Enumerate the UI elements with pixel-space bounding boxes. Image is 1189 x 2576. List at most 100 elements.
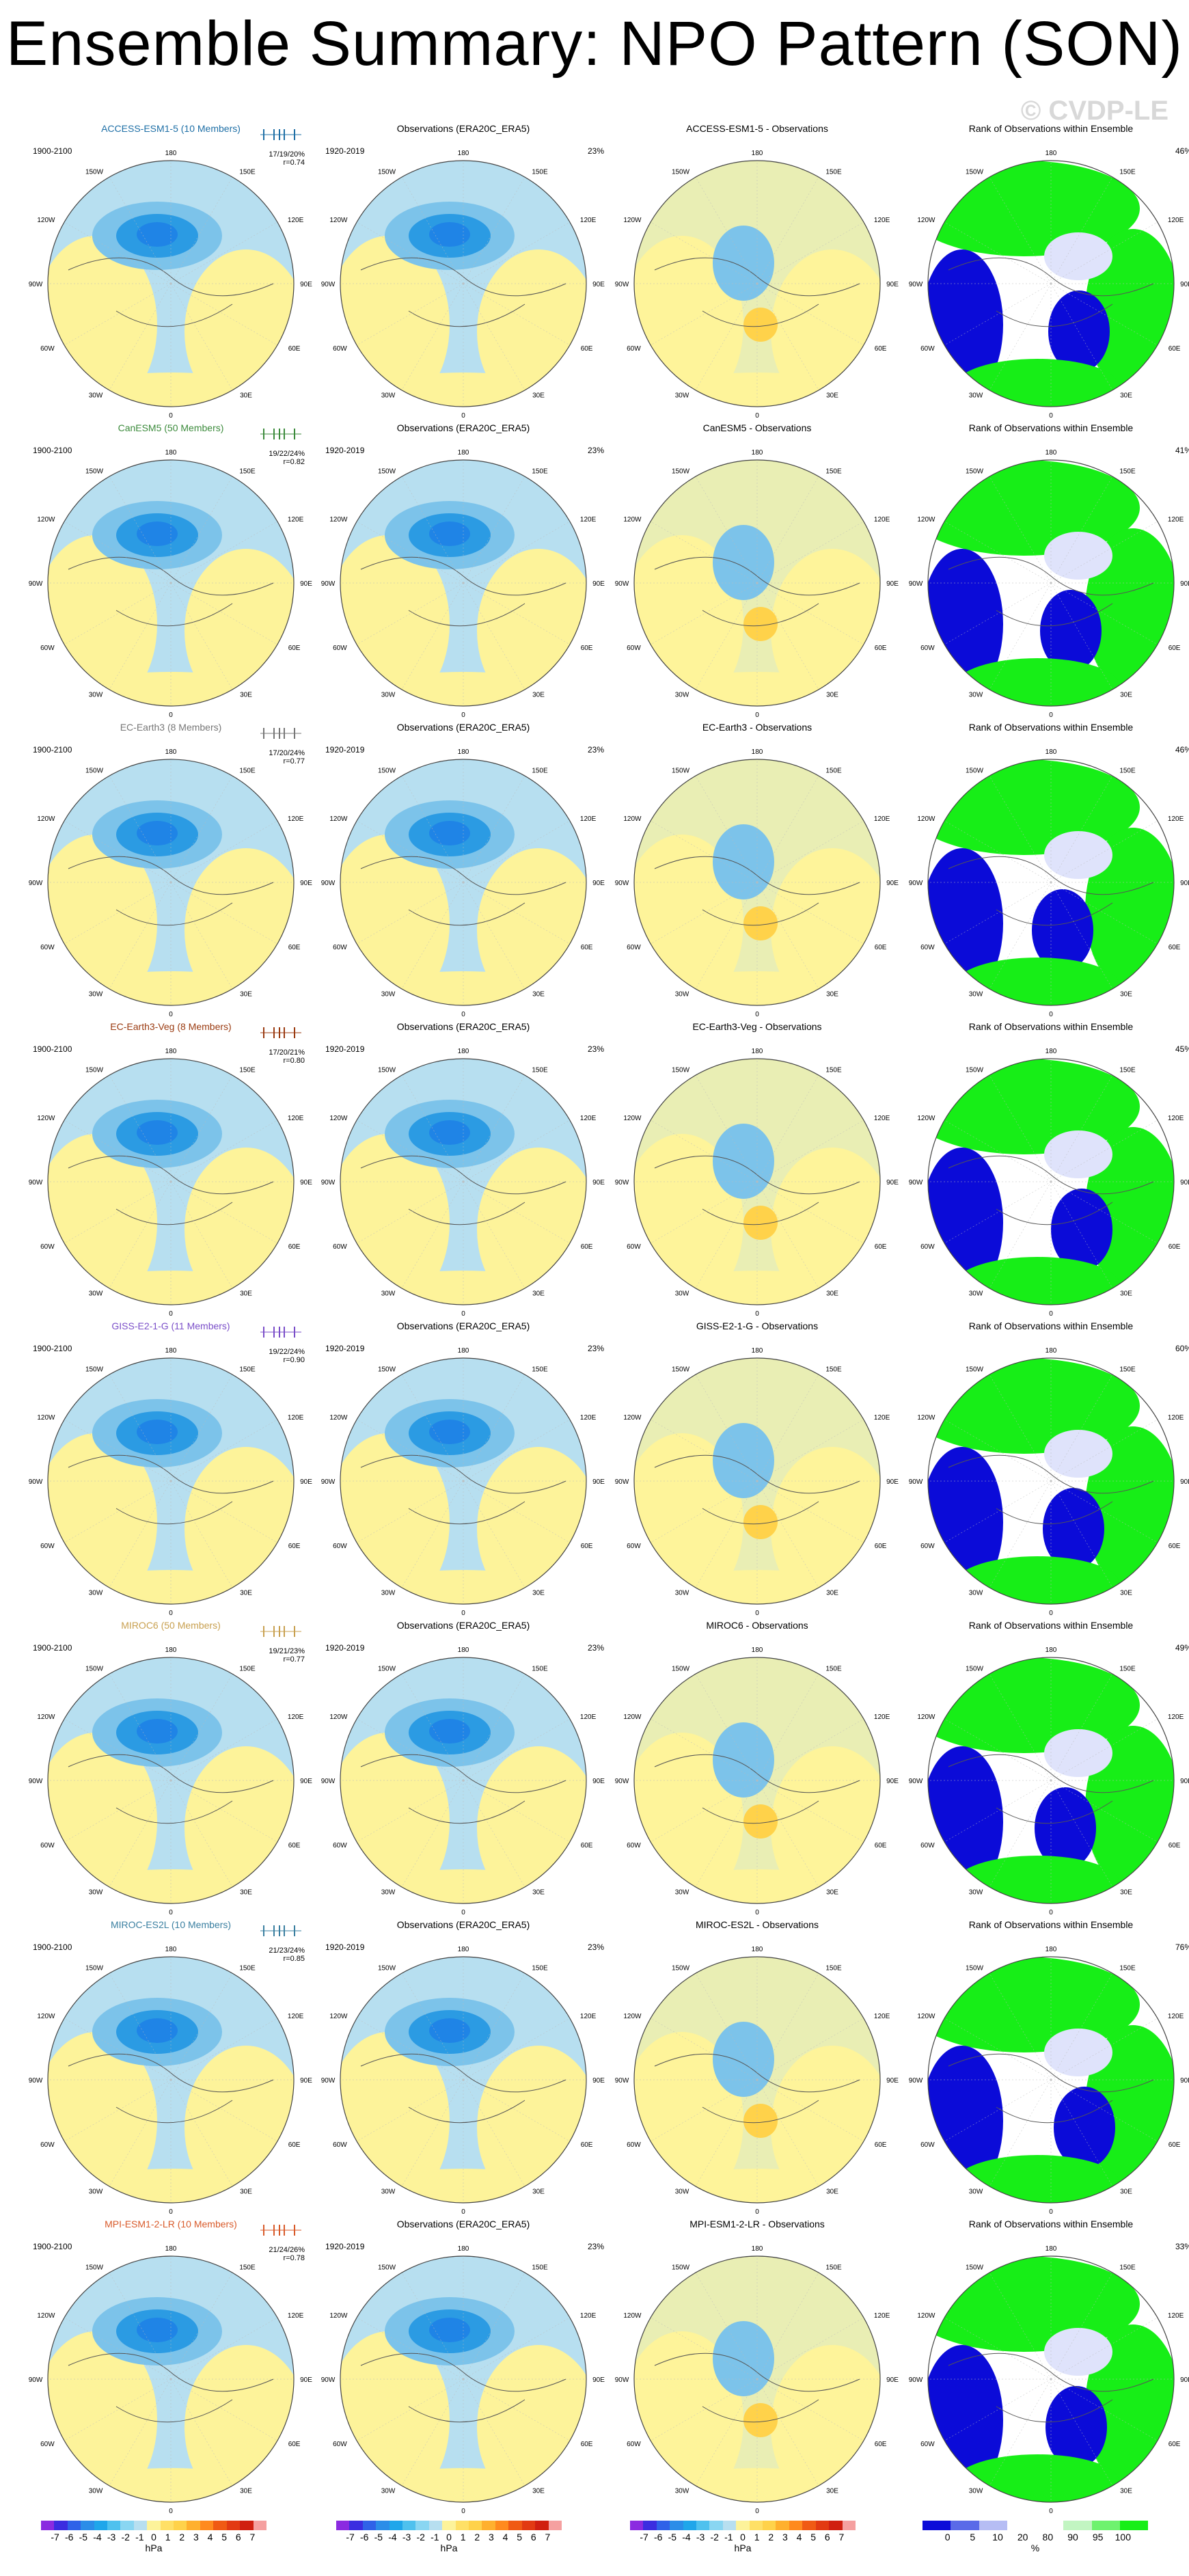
colorbar-tick: 7	[545, 2532, 551, 2543]
model-map-panel: GISS-E2-1-G (11 Members) 1900-2100 19/22/2…	[27, 1320, 314, 1621]
colorbar-tick: 0	[944, 2532, 951, 2543]
longitude-label: 90E	[1180, 1778, 1189, 1785]
whisker-plot	[260, 129, 301, 140]
longitude-label: 30E	[240, 2488, 252, 2495]
rank-map: 180 150W 150E 120W 120E 90W 90E 60W 60E 30W 30E 0	[909, 2245, 1189, 2515]
polar-stereographic-map: 180 150W 150E 120W 120E 90W 90E 60W 60E 30W 30E 0	[29, 2245, 313, 2515]
colorbar-unit: %	[1030, 2543, 1040, 2553]
polar-stereographic-map: 180 150W 150E 120W 120E 90W 90E 60W 60E 30W 30E 0	[321, 2245, 605, 2515]
longitude-label: 90W	[29, 1478, 43, 1486]
longitude-label: 120E	[1168, 2013, 1184, 2020]
colorbar-swatch	[1091, 2521, 1120, 2530]
longitude-label: 150W	[672, 168, 690, 176]
polar-stereographic-map: 180 150W 150E 120W 120E 90W 90E 60W 60E 30W 30E 0	[321, 1946, 605, 2216]
longitude-label: 120E	[1168, 815, 1184, 823]
colorbar-swatch	[521, 2521, 536, 2530]
colorbar-swatch	[670, 2521, 683, 2530]
longitude-label: 90E	[300, 880, 312, 887]
year-range: 1900-2100	[33, 446, 72, 455]
negative-anomaly	[713, 2022, 774, 2097]
map-border	[47, 1357, 295, 1605]
longitude-label: 120E	[580, 2013, 597, 2020]
longitude-label: 180	[458, 449, 469, 457]
longitude-label: 60W	[627, 2441, 641, 2448]
longitude-label: 30E	[532, 1290, 545, 1298]
longitude-label: 180	[1046, 748, 1057, 756]
longitude-label: 90E	[300, 2077, 312, 2085]
longitude-label: 90W	[615, 1179, 629, 1187]
longitude-label: 60E	[875, 944, 887, 951]
longitude-label: 30W	[89, 991, 103, 999]
longitude-label: 150E	[825, 2264, 842, 2271]
rank-map: 180 150W 150E 120W 120E 90W 90E 60W 60E 30W 30E 0	[909, 1646, 1189, 1916]
longitude-label: 120E	[874, 1115, 890, 1122]
obs-map-panel: Observations (ERA20C_ERA5) 1920-2019 23% 18…	[320, 123, 607, 424]
rank-map: 180 150W 150E 120W 120E 90W 90E 60W 60E 30W 30E 0	[909, 449, 1189, 719]
longitude-label: 90E	[592, 1478, 605, 1486]
longitude-label: 90E	[1180, 2376, 1189, 2384]
colorbar-unit: hPa	[440, 2543, 458, 2553]
longitude-label: 30W	[969, 991, 983, 999]
longitude-label: 30E	[532, 2488, 545, 2495]
diff-map-panel: MIROC-ES2L - Observations 180 150W 150E 120W…	[614, 1919, 901, 2220]
longitude-label: 150E	[532, 767, 548, 774]
longitude-label: 0	[1049, 1909, 1053, 1916]
ensemble-stats: 17/20/24% r=0.77	[269, 749, 305, 765]
longitude-label: 150E	[1119, 2264, 1136, 2271]
colorbar-tick: 1	[460, 2532, 466, 2543]
longitude-label: 0	[461, 1011, 465, 1018]
page-title: Ensemble Summary: NPO Pattern (SON)	[5, 9, 1184, 79]
longitude-label: 150E	[532, 2264, 548, 2271]
longitude-label: 90W	[321, 880, 336, 887]
panel-title: CanESM5 - Observations	[702, 422, 812, 433]
colorbar-swatch	[696, 2521, 710, 2530]
diff-map-panel: EC-Earth3-Veg - Observations 180 150W 150E 1…	[614, 1021, 901, 1322]
polar-stereographic-map: 180 150W 150E 120W 120E 90W 90E 60W 60E 30W 30E 0	[29, 748, 313, 1018]
panel-title: ACCESS-ESM1-5 (10 Members)	[101, 123, 241, 134]
longitude-label: 60W	[627, 1842, 641, 1849]
longitude-label: 120W	[329, 815, 348, 823]
longitude-label: 180	[165, 150, 177, 157]
colorbar-swatch	[67, 2521, 81, 2530]
longitude-label: 120E	[874, 2312, 890, 2320]
longitude-label: 30W	[969, 1290, 983, 1298]
longitude-label: 30E	[240, 2188, 252, 2196]
longitude-label: 30W	[89, 1889, 103, 1897]
longitude-label: 90W	[321, 1778, 336, 1785]
longitude-label: 150E	[1119, 767, 1136, 774]
longitude-label: 30W	[675, 991, 689, 999]
longitude-label: 90W	[909, 580, 923, 588]
colorbar-tick: 1	[165, 2532, 171, 2543]
rank-mid-region	[1044, 532, 1112, 580]
polar-stereographic-map: 180 150W 150E 120W 120E 90W 90E 60W 60E 30W 30E 0	[29, 449, 313, 719]
longitude-label: 0	[169, 1610, 173, 1617]
longitude-label: 90E	[592, 2376, 605, 2384]
whisker-plot	[260, 429, 301, 439]
longitude-label: 30E	[1120, 1889, 1132, 1897]
longitude-label: 60W	[333, 944, 347, 951]
rank-mid-region	[1044, 2029, 1112, 2076]
polar-stereographic-map: 180 150W 150E 120W 120E 90W 90E 60W 60E 30W 30E 0	[29, 1347, 313, 1617]
longitude-label: 0	[169, 711, 173, 719]
map-border	[633, 160, 881, 407]
rank-map: 180 150W 150E 120W 120E 90W 90E 60W 60E 30W 30E 0	[909, 748, 1189, 1018]
percent-variance: 23%	[587, 1044, 604, 1054]
longitude-label: 120E	[580, 815, 597, 823]
longitude-label: 150E	[239, 1066, 256, 1074]
panel-title: Observations (ERA20C_ERA5)	[396, 1919, 530, 1930]
longitude-label: 150W	[85, 2264, 104, 2271]
whisker-plot	[260, 728, 301, 739]
colorbar-swatch	[455, 2521, 469, 2530]
longitude-label: 120W	[329, 1115, 348, 1122]
colorbar-tick: 5	[517, 2532, 523, 2543]
colorbar-tick: 6	[530, 2532, 536, 2543]
longitude-label: 150W	[966, 467, 984, 475]
map-border	[927, 1357, 1175, 1605]
panel-title: MPI-ESM1-2-LR - Observations	[689, 2219, 825, 2229]
rank-low-region	[1051, 1189, 1112, 1271]
percent-variance: 76%	[1175, 1942, 1189, 1952]
longitude-label: 30E	[826, 991, 838, 999]
colorbar-unit: hPa	[145, 2543, 163, 2553]
panel-title: Observations (ERA20C_ERA5)	[396, 422, 530, 433]
map-border	[633, 1058, 881, 1305]
